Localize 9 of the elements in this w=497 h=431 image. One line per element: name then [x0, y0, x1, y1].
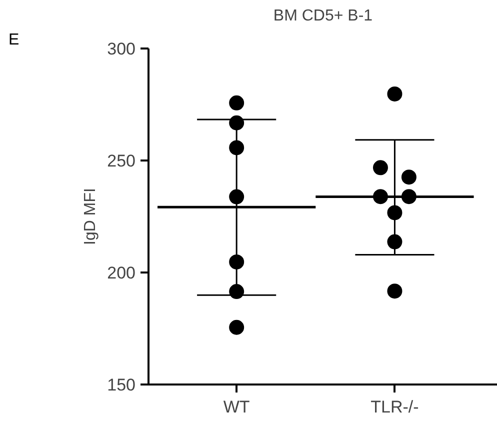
- chart-title: BM CD5+ B-1: [273, 8, 373, 24]
- y-tick-label: 150: [107, 376, 136, 394]
- text: E: [8, 32, 20, 48]
- y-tick-label: 250: [107, 152, 136, 170]
- x-tick-label: TLR-/-: [370, 398, 419, 416]
- y-tick-label: 200: [107, 264, 136, 282]
- y-axis-title: IgD MFI: [82, 188, 100, 245]
- x-tick-label: WT: [223, 398, 250, 416]
- y-tick-label: 300: [107, 40, 136, 58]
